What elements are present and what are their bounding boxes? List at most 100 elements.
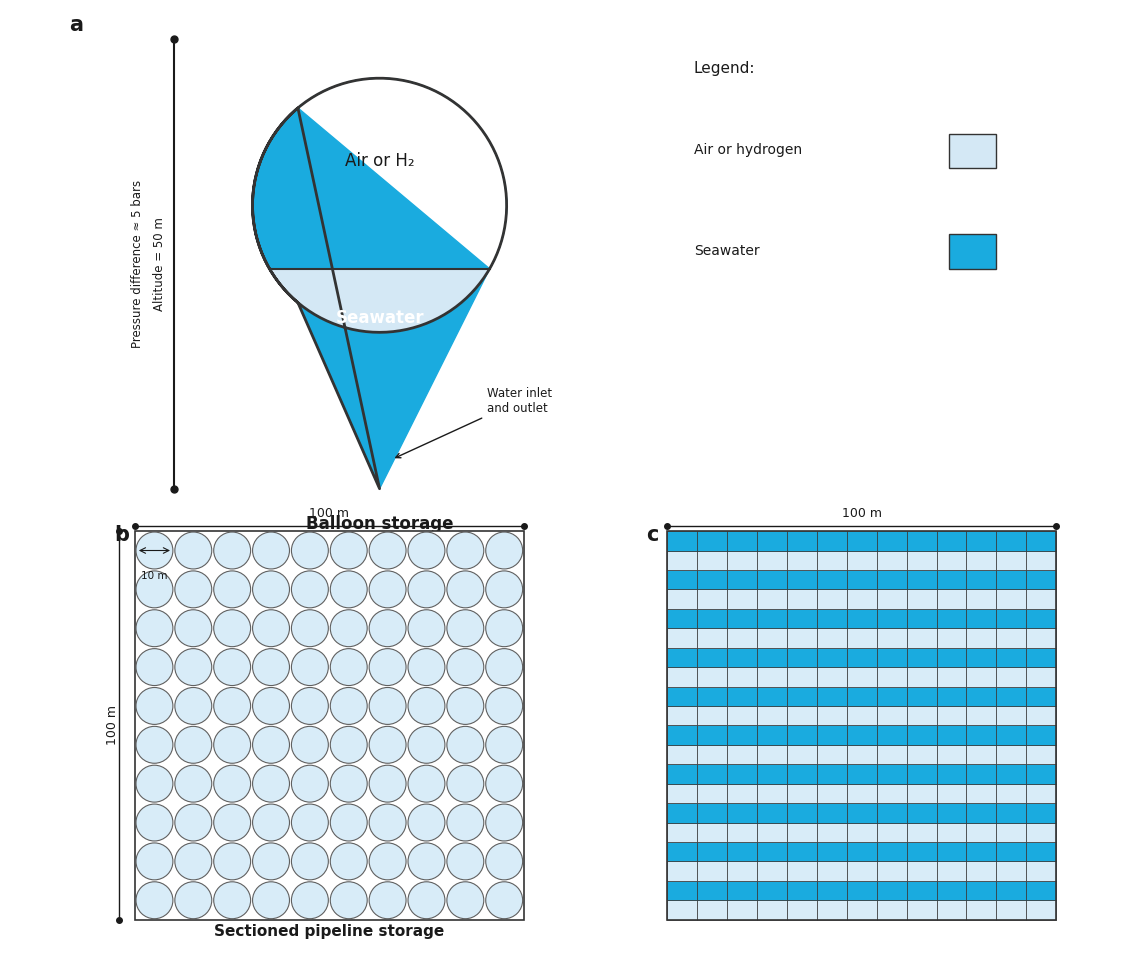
Circle shape: [291, 532, 328, 569]
Bar: [846, 550, 877, 570]
Bar: [877, 686, 907, 706]
Bar: [1026, 628, 1056, 648]
Polygon shape: [252, 78, 507, 489]
Circle shape: [175, 765, 212, 803]
Bar: [997, 842, 1026, 861]
Bar: [966, 531, 997, 550]
Bar: [936, 667, 966, 686]
Circle shape: [175, 804, 212, 841]
Circle shape: [408, 765, 445, 803]
Bar: [907, 745, 936, 764]
Bar: [817, 686, 846, 706]
Bar: [787, 570, 817, 589]
Bar: [787, 842, 817, 861]
Circle shape: [369, 882, 406, 919]
Bar: [787, 531, 817, 550]
Bar: [787, 900, 817, 920]
Bar: [728, 764, 757, 783]
Bar: [728, 804, 757, 823]
Bar: [966, 550, 997, 570]
Bar: [966, 570, 997, 589]
Circle shape: [252, 610, 289, 647]
Bar: [846, 861, 877, 881]
Bar: [997, 609, 1026, 628]
Bar: [1026, 706, 1056, 726]
Bar: [966, 861, 997, 881]
Circle shape: [136, 843, 173, 880]
Bar: [907, 881, 936, 900]
Bar: [787, 726, 817, 745]
Bar: [728, 628, 757, 648]
Circle shape: [252, 843, 289, 880]
Bar: [757, 783, 787, 804]
Bar: [936, 589, 966, 609]
Bar: [817, 531, 846, 550]
Bar: [907, 570, 936, 589]
Circle shape: [252, 571, 289, 608]
Text: Seawater: Seawater: [694, 244, 760, 257]
Bar: [787, 609, 817, 628]
Bar: [697, 783, 728, 804]
Circle shape: [331, 765, 368, 803]
Bar: [997, 764, 1026, 783]
Bar: [997, 823, 1026, 842]
Circle shape: [485, 571, 522, 608]
Circle shape: [252, 882, 289, 919]
Bar: [728, 686, 757, 706]
Bar: [936, 823, 966, 842]
Circle shape: [175, 727, 212, 763]
Circle shape: [252, 804, 289, 841]
Bar: [667, 804, 697, 823]
Bar: [697, 842, 728, 861]
Bar: [1026, 726, 1056, 745]
Circle shape: [408, 649, 445, 685]
Bar: [697, 804, 728, 823]
Bar: [1026, 745, 1056, 764]
Bar: [877, 842, 907, 861]
Circle shape: [214, 649, 251, 685]
Circle shape: [447, 804, 484, 841]
Bar: [667, 589, 697, 609]
Bar: [817, 589, 846, 609]
Bar: [936, 726, 966, 745]
Bar: [787, 686, 817, 706]
Bar: [1026, 881, 1056, 900]
Bar: [966, 686, 997, 706]
Bar: [907, 609, 936, 628]
Bar: [787, 589, 817, 609]
Bar: [966, 667, 997, 686]
Bar: [1026, 861, 1056, 881]
Bar: [997, 570, 1026, 589]
Circle shape: [369, 571, 406, 608]
Bar: [936, 686, 966, 706]
Bar: [667, 726, 697, 745]
Circle shape: [331, 843, 368, 880]
Bar: [877, 861, 907, 881]
Bar: [997, 628, 1026, 648]
Bar: [728, 609, 757, 628]
Bar: [817, 706, 846, 726]
Bar: [728, 570, 757, 589]
Text: Altitude = 50 m: Altitude = 50 m: [154, 217, 166, 311]
Bar: [728, 900, 757, 920]
Circle shape: [214, 571, 251, 608]
Circle shape: [331, 610, 368, 647]
Circle shape: [369, 532, 406, 569]
Bar: [817, 726, 846, 745]
Bar: [757, 823, 787, 842]
Bar: [877, 589, 907, 609]
Circle shape: [252, 765, 289, 803]
Circle shape: [447, 610, 484, 647]
Bar: [846, 726, 877, 745]
Bar: [1026, 570, 1056, 589]
Bar: [877, 667, 907, 686]
Circle shape: [447, 687, 484, 725]
Text: c: c: [647, 525, 659, 544]
Bar: [966, 706, 997, 726]
Circle shape: [175, 571, 212, 608]
Bar: [997, 531, 1026, 550]
Bar: [966, 783, 997, 804]
Bar: [817, 570, 846, 589]
Bar: [817, 861, 846, 881]
Bar: [757, 745, 787, 764]
